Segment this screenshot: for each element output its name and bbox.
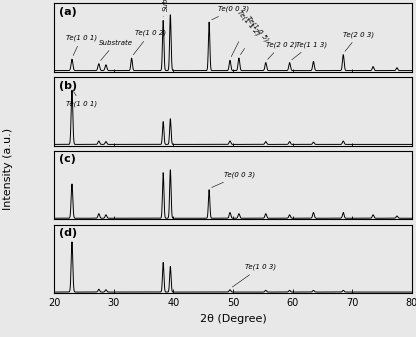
Text: (c): (c) — [59, 154, 76, 164]
Text: (a): (a) — [59, 7, 77, 17]
Text: (d): (d) — [59, 228, 77, 238]
X-axis label: 2θ (Degree): 2θ (Degree) — [200, 314, 266, 324]
Text: Substrate: Substrate — [99, 39, 133, 60]
Text: Te(2 0 2): Te(2 0 2) — [266, 41, 297, 59]
Text: Te(1 0 2): Te(1 0 2) — [133, 30, 166, 55]
Text: Te(1 0 5): Te(1 0 5) — [240, 15, 270, 55]
Text: Substrate: Substrate — [163, 0, 169, 17]
Text: Te(2 0 3): Te(2 0 3) — [343, 31, 374, 51]
Text: Te(1 0 1): Te(1 0 1) — [66, 91, 97, 108]
Text: Te(1 0 3): Te(1 0 3) — [232, 264, 276, 287]
Text: (b): (b) — [59, 81, 77, 91]
Text: Te(1 1 3): Te(1 1 3) — [292, 41, 327, 60]
Text: Te(0 0 3): Te(0 0 3) — [212, 172, 255, 187]
Text: Te(1 1 2): Te(1 1 2) — [231, 8, 261, 57]
Text: Intensity (a.u.): Intensity (a.u.) — [3, 127, 13, 210]
Text: Te(0 0 3): Te(0 0 3) — [212, 6, 249, 20]
Text: Te(1 0 1): Te(1 0 1) — [66, 34, 97, 56]
